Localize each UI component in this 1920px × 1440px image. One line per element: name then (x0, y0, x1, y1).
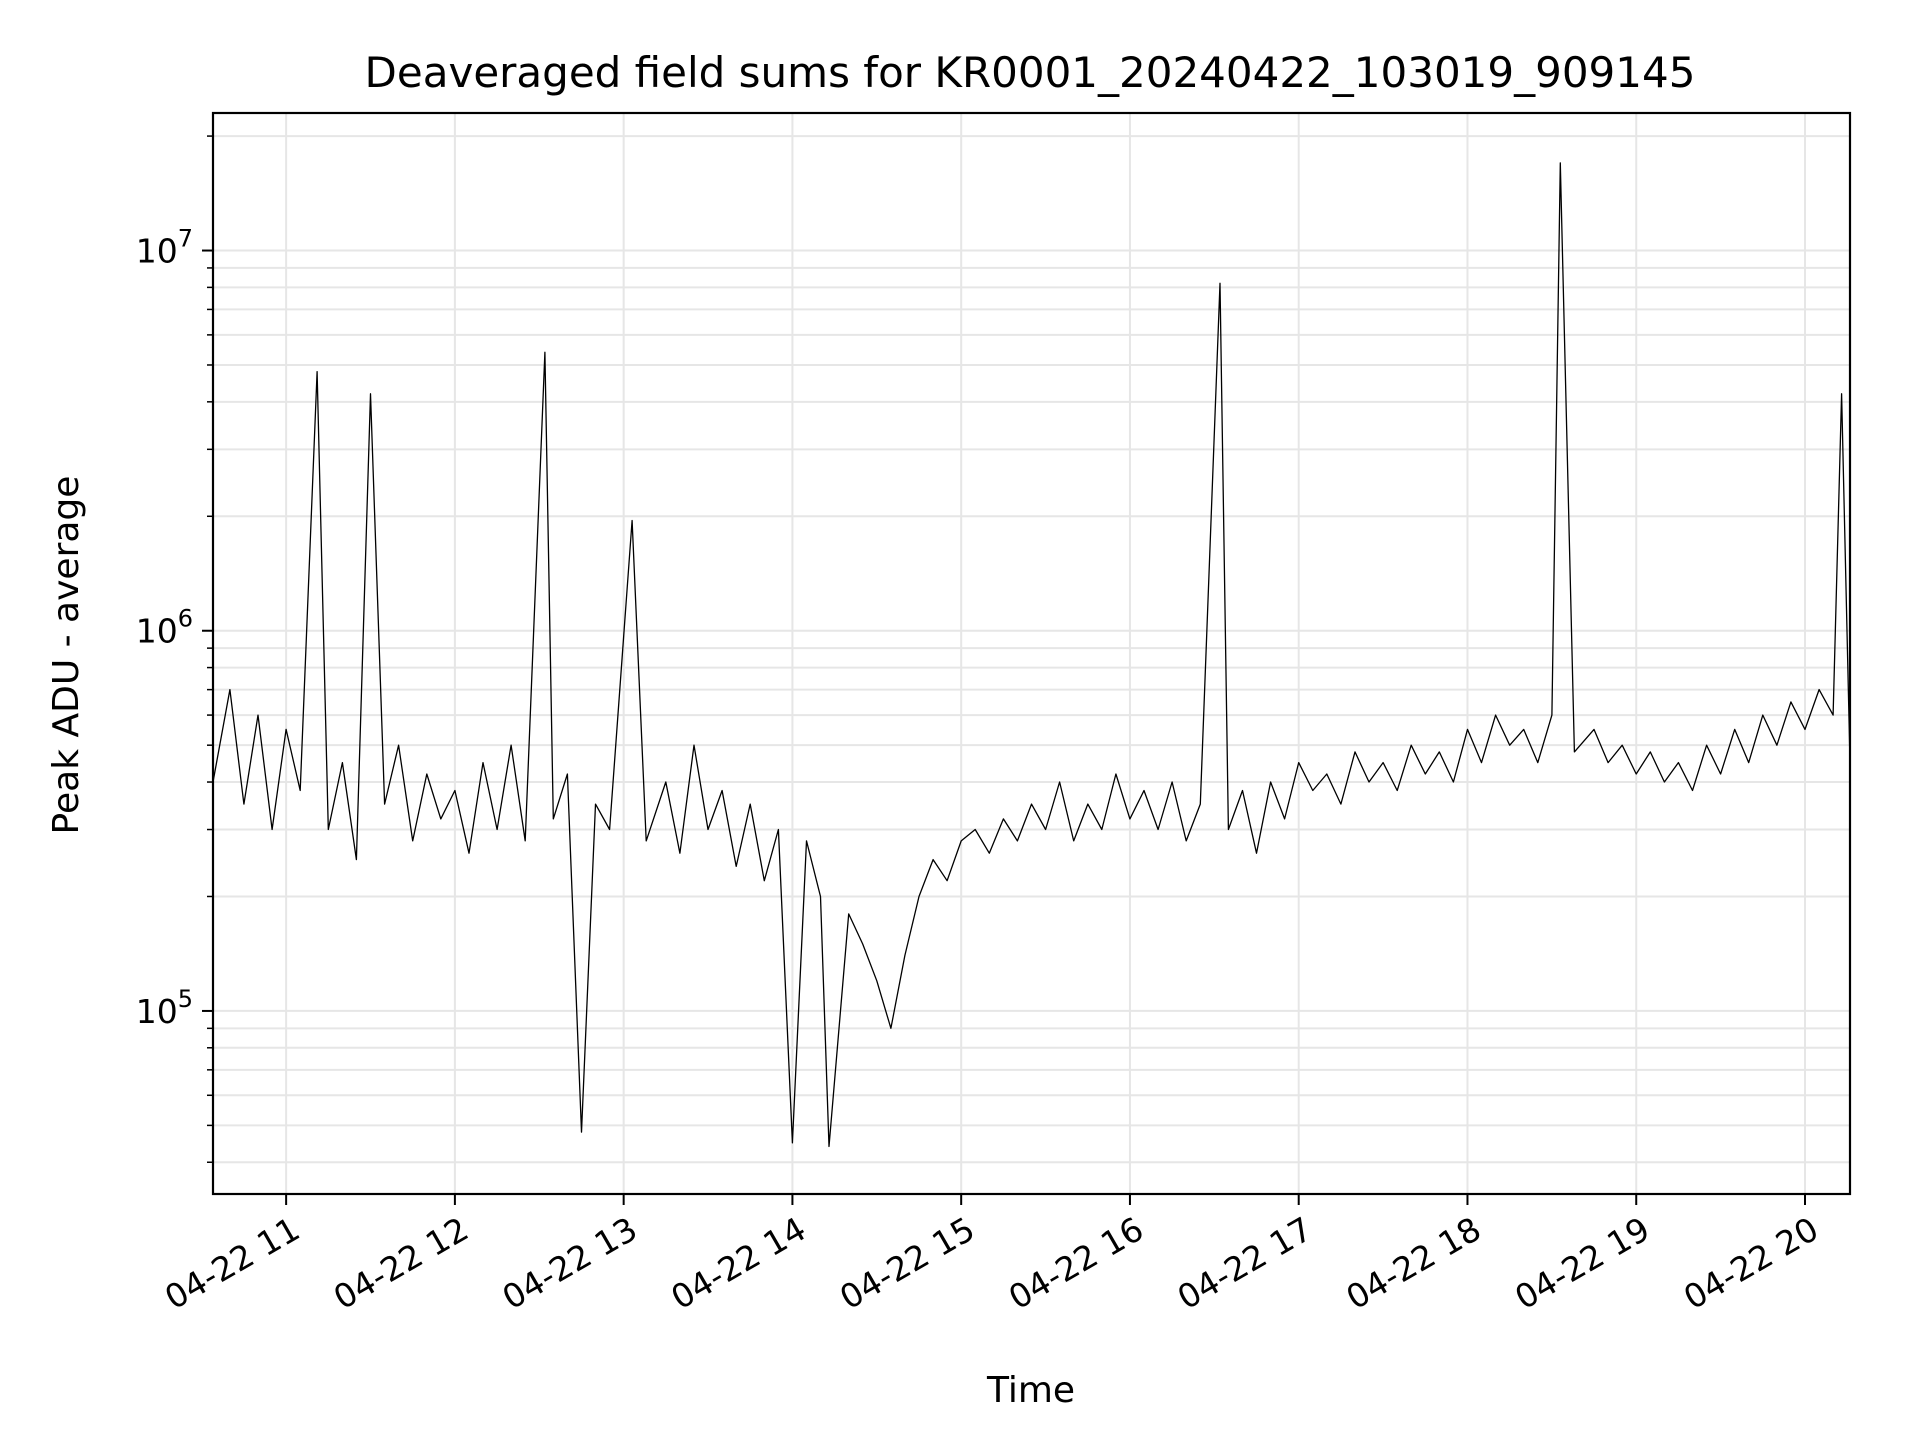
series-line (212, 162, 1851, 1148)
y-axis: 105 106 107 (136, 135, 213, 1163)
plot-frame (211, 111, 1852, 1196)
x-axis-label: Time (986, 1370, 1075, 1411)
chart-title: Deaveraged field sums for KR0001_2024042… (365, 48, 1696, 97)
y-tick-label: 105 (136, 985, 193, 1031)
y-tick-label: 107 (136, 225, 193, 271)
y-axis-label: Peak ADU - average (46, 476, 87, 835)
grid (213, 113, 1850, 1194)
y-tick-label: 106 (136, 605, 193, 651)
